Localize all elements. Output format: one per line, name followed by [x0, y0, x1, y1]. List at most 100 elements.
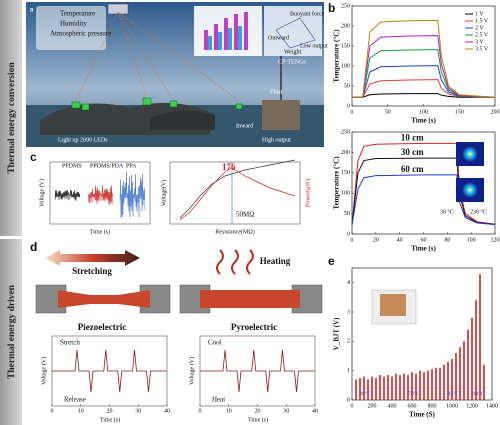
- label: Weight: [284, 49, 302, 55]
- legend-label: 1 V: [475, 11, 484, 17]
- x-tick-label: 0: [351, 403, 354, 409]
- colorbar-label: 30 °C: [440, 208, 454, 215]
- x-tick-label: 800: [428, 403, 437, 409]
- y-tick-label: 1: [347, 368, 350, 374]
- label: CP-TENGs: [278, 59, 306, 65]
- panel-letter: e: [328, 254, 335, 268]
- side-label: Thermal energy driven: [7, 284, 17, 379]
- x-tick-label: 600: [408, 403, 417, 409]
- legend-label: 2 V: [475, 25, 484, 31]
- annotation: 50MΩ: [236, 211, 254, 219]
- y-tick-label: 150: [341, 43, 350, 49]
- legend-label: 1.5 V: [475, 18, 489, 24]
- axis-label: Voltage (V): [40, 357, 47, 385]
- y-tick-label: 200: [341, 23, 350, 29]
- axis-label: Time (s): [90, 228, 110, 235]
- arrow: [45, 250, 140, 266]
- y-tick-label: 0: [347, 231, 350, 237]
- x-tick-label: 200: [368, 403, 377, 409]
- y-tick-label: 0: [347, 103, 350, 109]
- label: Stretching: [72, 266, 112, 276]
- axis-label: Voltage (V): [38, 179, 45, 207]
- y-tick-label: 150: [341, 170, 350, 176]
- x-tick-label: 0: [351, 109, 354, 115]
- x-tick-label: 1000: [446, 403, 458, 409]
- label: Inward: [236, 123, 253, 129]
- waveform: [120, 172, 145, 218]
- x-tick-label: 400: [388, 403, 397, 409]
- series-line: [352, 50, 495, 98]
- series-line: [352, 66, 495, 98]
- label: Heating: [260, 256, 291, 266]
- x-tick-label: 0: [51, 408, 54, 414]
- label: Atmospheric pressure: [50, 30, 111, 38]
- label: Float: [270, 89, 283, 95]
- x-tick-label: 10: [78, 408, 84, 414]
- hot-spot: [462, 146, 478, 162]
- legend-label: 3 V: [475, 39, 484, 45]
- axis-label: Resistance(MΩ): [215, 228, 254, 235]
- x-tick-label: 0: [199, 408, 202, 414]
- label: High output: [262, 137, 291, 143]
- series-line: [352, 36, 495, 98]
- y-tick-label: 100: [341, 191, 350, 197]
- label: Pyroelectric: [231, 322, 277, 332]
- y-tick-label: 3: [347, 309, 350, 315]
- series-label: 30 cm: [401, 147, 424, 157]
- label: Cool: [208, 339, 222, 347]
- label: PPDMS/PDA: [90, 163, 124, 169]
- panel-d: d Stretching Heating Piezoelectric Pyroe…: [30, 240, 322, 423]
- y-tick-label: 0: [347, 397, 350, 403]
- series-label: 10 cm: [401, 132, 424, 142]
- x-tick-label: 150: [455, 109, 464, 115]
- legend-label: 3.5 V: [475, 46, 489, 52]
- y-tick-label: 200: [341, 150, 350, 156]
- y-axis-label: Temperature (°C): [333, 29, 341, 83]
- panel-a: Temperature Humidity Atmospheric pressur…: [26, 2, 328, 147]
- x-tick-label: 120: [491, 237, 500, 243]
- axis-label: Voltage(V): [160, 180, 167, 207]
- label: Release: [64, 396, 86, 404]
- annotation: 30°C: [359, 390, 371, 397]
- x-tick-label: 30: [283, 408, 289, 414]
- waveform: [55, 190, 80, 201]
- float: [262, 100, 300, 130]
- x-tick-label: 20: [107, 408, 113, 414]
- series-label: 60 cm: [401, 164, 424, 174]
- x-tick-label: 40: [397, 237, 403, 243]
- waveform: [88, 185, 113, 204]
- panel-c: c PPDMS PPDMS/PDA PPA Voltage (V) Time (…: [30, 150, 311, 235]
- plot-frame: [352, 268, 492, 400]
- x-axis-label: Time (s): [411, 117, 436, 125]
- panel-letter: b: [328, 1, 335, 15]
- side-label: Thermal energy conversion: [7, 62, 17, 174]
- axis-label: Time (s): [248, 416, 268, 423]
- y-axis-label: Temperature (°C): [333, 156, 341, 210]
- x-tick-label: 60: [421, 237, 427, 243]
- annotation: 85°C: [447, 390, 459, 397]
- y-tick-label: 250: [341, 129, 350, 135]
- label: Humidity: [60, 20, 87, 28]
- x-tick-label: 20: [255, 408, 261, 414]
- x-tick-label: 200: [491, 109, 500, 115]
- axis-label: Voltage (V): [188, 357, 195, 385]
- label: PPDMS: [62, 163, 82, 169]
- x-tick-label: 0: [351, 237, 354, 243]
- y-tick-label: 2: [347, 339, 350, 345]
- x-tick-label: 100: [419, 109, 428, 115]
- label: Low output: [300, 43, 328, 49]
- label: PPA: [126, 163, 137, 169]
- axis-label: Power(μW): [304, 179, 311, 207]
- label: Piezoelectric: [78, 322, 126, 332]
- label: Light up 2000 LEDs: [58, 137, 108, 143]
- x-tick-label: 30: [135, 408, 141, 414]
- label: Buoyant force: [290, 10, 324, 17]
- y-tick-label: 100: [341, 63, 350, 69]
- y-axis-label: V_BJT (V): [333, 317, 341, 350]
- panel-letter: d: [30, 240, 37, 254]
- y-tick-label: 50: [344, 83, 350, 89]
- x-tick-label: 100: [467, 237, 476, 243]
- x-tick-label: 40: [164, 408, 170, 414]
- label: Heat: [212, 396, 225, 404]
- figure: Thermal energy conversion Thermal energy…: [0, 0, 500, 425]
